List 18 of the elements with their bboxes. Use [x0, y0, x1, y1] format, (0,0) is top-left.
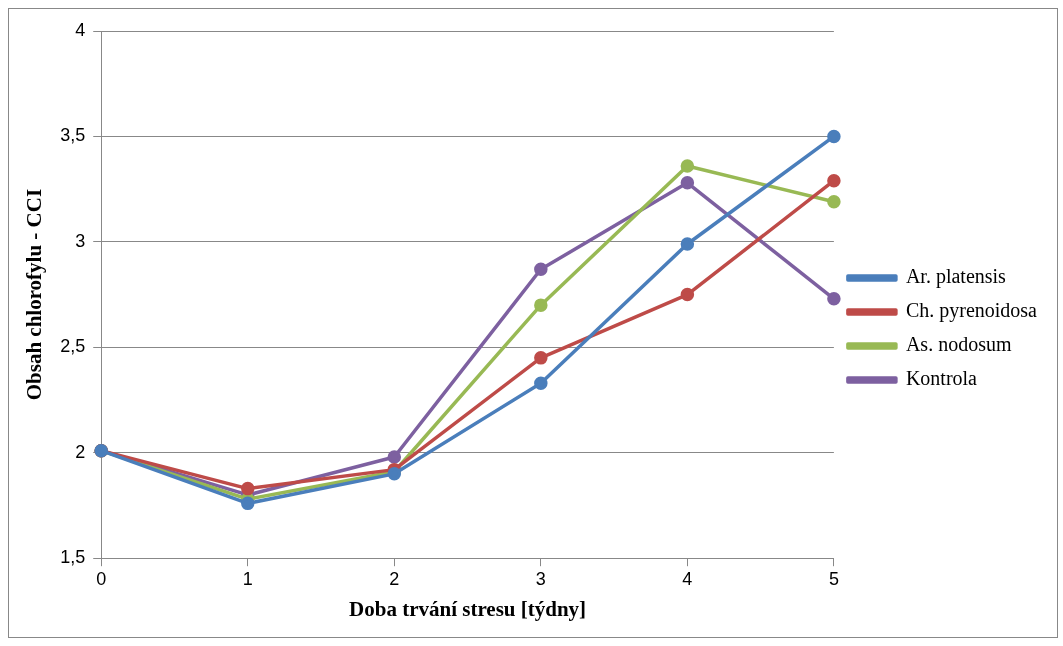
x-tick-label: 1: [242, 568, 253, 589]
x-tick-label: 0: [96, 568, 107, 589]
x-tick-label: 3: [535, 568, 546, 589]
y-tick-label: 1,5: [60, 547, 86, 568]
x-axis-title: Doba trvání stresu [týdny]: [349, 596, 587, 621]
y-tick-label: 4: [75, 19, 86, 40]
x-tick-label: 4: [682, 568, 693, 589]
x-tick-label: 2: [389, 568, 400, 589]
legend-label: Ch. pyrenoidosa: [905, 299, 1038, 323]
x-tick-label: 5: [828, 568, 839, 589]
legend-label: Ar. platensis: [905, 265, 1007, 289]
y-axis-title: Obsah chlorofylu - CCI: [22, 188, 47, 401]
y-tick-label: 3: [75, 230, 86, 251]
y-tick-label: 3,5: [60, 125, 86, 146]
legend-label: As. nodosum: [905, 333, 1012, 356]
legend-label: Kontrola: [905, 367, 978, 390]
y-tick-label: 2,5: [60, 336, 86, 357]
y-tick-label: 2: [75, 441, 86, 462]
